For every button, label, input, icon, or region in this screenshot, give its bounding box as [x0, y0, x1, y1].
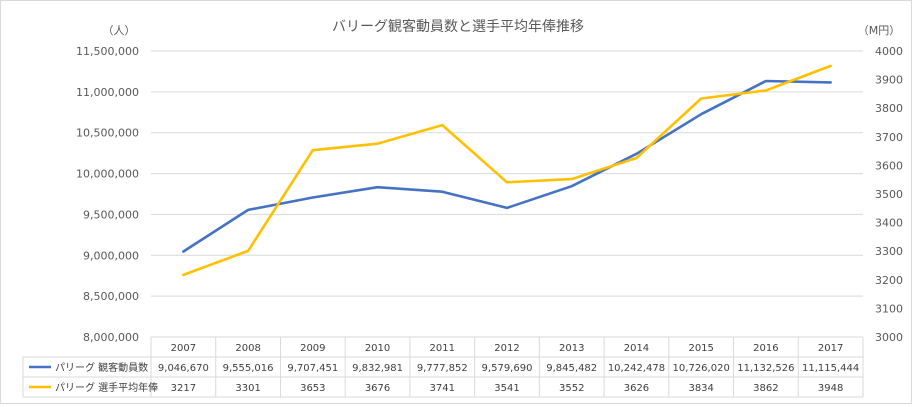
right-tick-label: 3500 — [875, 188, 903, 201]
table-cell: 11,132,526 — [737, 363, 794, 374]
right-tick-label: 3900 — [875, 74, 903, 87]
table-cell: 9,845,482 — [546, 363, 597, 374]
table-cell: 3948 — [818, 383, 843, 394]
left-axis-unit: （人） — [103, 24, 136, 37]
table-cell: 3741 — [430, 383, 455, 394]
category-label: 2017 — [818, 343, 843, 354]
table-cell: 9,777,852 — [417, 363, 468, 374]
right-tick-label: 3600 — [875, 159, 903, 172]
legend-label: パリーグ 観客動員数 — [55, 361, 148, 374]
category-label: 2007 — [171, 343, 196, 354]
table-cell: 3541 — [494, 383, 519, 394]
left-tick-label: 8,000,000 — [83, 331, 139, 344]
category-label: 2012 — [494, 343, 519, 354]
table-cell: 10,726,020 — [673, 363, 730, 374]
right-tick-label: 3700 — [875, 131, 903, 144]
left-tick-label: 11,500,000 — [76, 45, 139, 58]
left-axis: 8,000,000 8,500,000 9,000,000 9,500,000 10,0… — [76, 45, 139, 344]
table-cell: 9,707,451 — [287, 363, 338, 374]
table-cell: 3862 — [753, 383, 778, 394]
data-table: 2007 2008 2009 2010 2011 2012 2013 2014 2015 2016… — [23, 337, 863, 397]
table-cell: 3217 — [171, 383, 196, 394]
table-cell: 3626 — [624, 383, 649, 394]
category-label: 2010 — [365, 343, 390, 354]
table-cell: 9,832,981 — [352, 363, 403, 374]
table-cell: 9,046,670 — [158, 363, 209, 374]
left-tick-label: 9,500,000 — [83, 208, 139, 221]
table-cell: 3676 — [365, 383, 390, 394]
right-tick-label: 3400 — [875, 217, 903, 230]
chart-title: バリーグ観客動員数と選手平均年俸推移 — [332, 18, 584, 35]
gridlines — [151, 51, 863, 296]
left-tick-label: 10,500,000 — [76, 127, 139, 140]
right-axis-unit: （M円） — [858, 24, 901, 37]
table-cell: 3301 — [235, 383, 260, 394]
table-cell: 3653 — [300, 383, 325, 394]
table-cell: 3552 — [559, 383, 584, 394]
table-cell: 9,555,016 — [223, 363, 274, 374]
table-cell: 10,242,478 — [608, 363, 665, 374]
right-tick-label: 4000 — [875, 45, 903, 58]
series-line-1 — [183, 81, 830, 252]
right-tick-label: 3200 — [875, 274, 903, 287]
legend-label: パリーグ 選手平均年俸 — [55, 381, 158, 394]
series-lines — [183, 66, 830, 275]
category-label: 2014 — [624, 343, 649, 354]
left-tick-label: 8,500,000 — [83, 290, 139, 303]
category-label: 2011 — [430, 343, 455, 354]
left-tick-label: 11,000,000 — [76, 86, 139, 99]
right-tick-label: 3800 — [875, 102, 903, 115]
left-tick-label: 9,000,000 — [83, 249, 139, 262]
left-tick-label: 10,000,000 — [76, 168, 139, 181]
category-label: 2015 — [688, 343, 713, 354]
table-cell: 11,115,444 — [802, 363, 859, 374]
table-cell: 9,579,690 — [482, 363, 533, 374]
right-tick-label: 3000 — [875, 331, 903, 344]
category-label: 2008 — [235, 343, 260, 354]
right-axis: 3000 3100 3200 3300 3400 3500 3600 3700 3800 3900… — [875, 45, 903, 344]
table-cell: 3834 — [688, 383, 713, 394]
category-label: 2016 — [753, 343, 778, 354]
category-label: 2013 — [559, 343, 584, 354]
right-tick-label: 3100 — [875, 302, 903, 315]
right-tick-label: 3300 — [875, 245, 903, 258]
category-label: 2009 — [300, 343, 325, 354]
